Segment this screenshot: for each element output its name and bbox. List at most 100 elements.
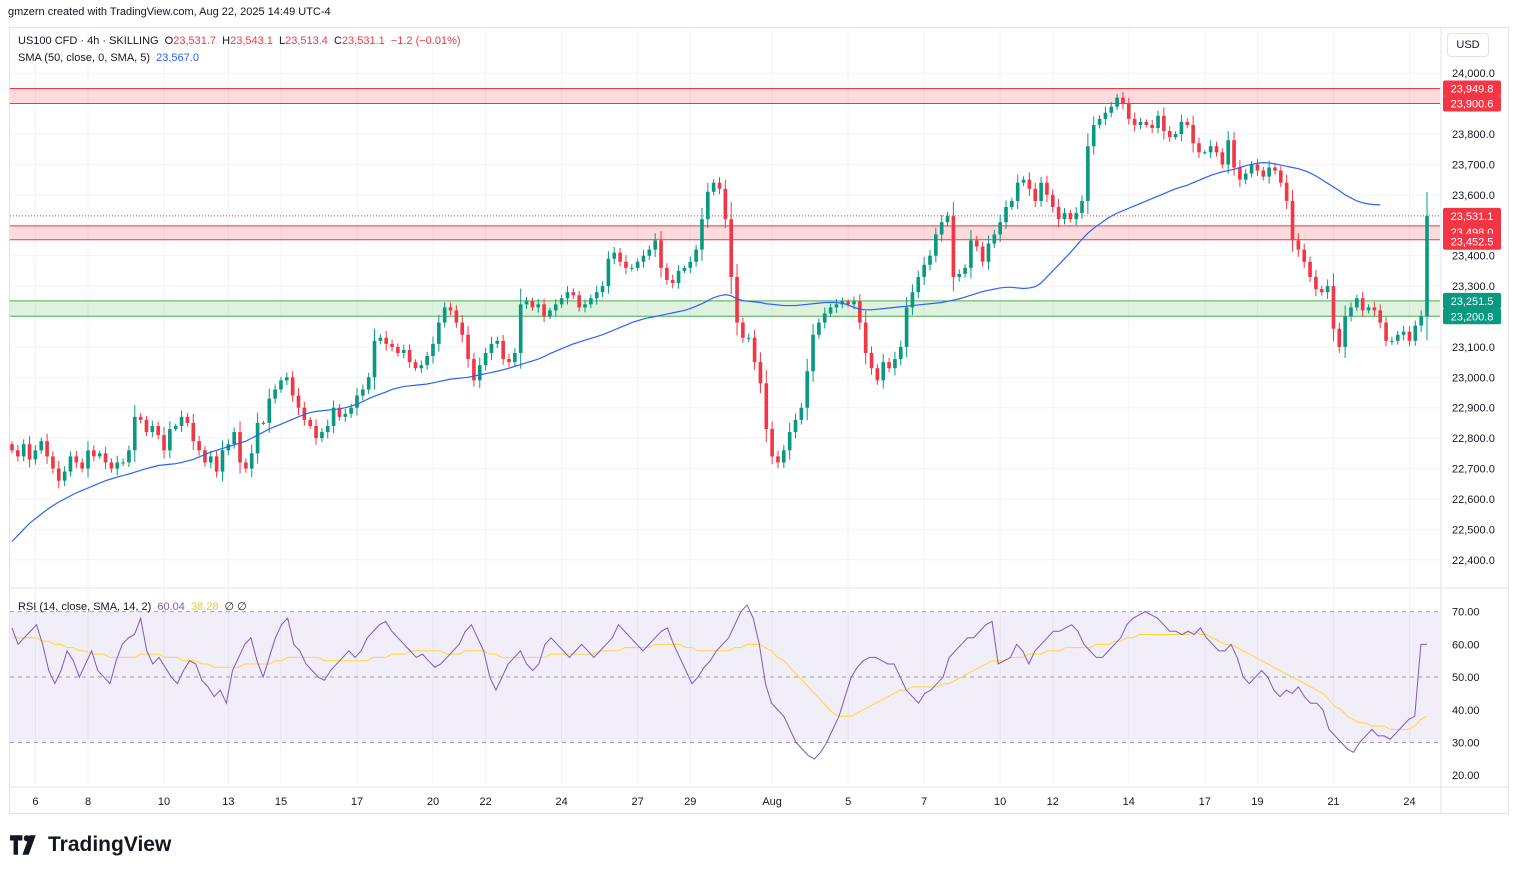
candle-body <box>998 222 1002 235</box>
candle-body <box>1279 170 1283 183</box>
candle-body <box>185 416 190 423</box>
candle-body <box>62 471 67 481</box>
candle-body <box>945 216 950 223</box>
candle-body <box>1015 182 1020 201</box>
candle-body <box>536 304 541 308</box>
rsi-pane <box>10 604 1440 760</box>
symbol-label[interactable]: US100 CFD · 4h · SKILLING <box>18 35 159 47</box>
candle-body <box>600 286 605 293</box>
candle-body <box>121 462 125 464</box>
candle-body <box>957 273 962 277</box>
candle-body <box>922 264 926 277</box>
candle-body <box>390 343 394 347</box>
candle-body <box>279 380 283 390</box>
sma-label[interactable]: SMA (50, close, 0, SMA, 5) <box>18 52 151 64</box>
candle-body <box>413 362 418 369</box>
candle-body <box>1314 276 1318 290</box>
candle-body <box>156 425 160 436</box>
candle-body <box>448 307 453 311</box>
time-tick-label: 17 <box>1199 796 1211 808</box>
candle-body <box>1349 307 1353 317</box>
rsi-tick-label: 30.00 <box>1452 737 1480 749</box>
candle-body <box>700 219 704 250</box>
candle-body <box>1103 112 1108 119</box>
candle-body <box>1050 194 1055 208</box>
candle-body <box>1243 173 1248 180</box>
candle-body <box>928 255 932 265</box>
candle-body <box>1097 118 1102 125</box>
price-tick-label: 22,600.0 <box>1452 494 1495 506</box>
candle-body <box>910 292 915 308</box>
candle-body <box>641 255 646 262</box>
candle-body <box>33 450 38 460</box>
candle-body <box>331 407 336 426</box>
candle-body <box>1384 322 1388 341</box>
resistance-zone <box>10 225 1440 240</box>
candle-body <box>460 322 465 335</box>
candle-body <box>1378 310 1383 323</box>
candle-body <box>711 182 716 192</box>
candle-body <box>97 453 102 457</box>
candle-body <box>776 456 780 463</box>
candle-body <box>799 407 804 420</box>
candle-body <box>670 280 675 284</box>
candle-body <box>1407 331 1412 341</box>
resistance-zone <box>10 88 1440 104</box>
candle-body <box>735 276 739 323</box>
time-tick-label: 6 <box>32 796 38 808</box>
rsi-legend: RSI (14, close, SMA, 14, 2) 60.04 38.28 … <box>18 600 250 613</box>
price-tick-label: 23,000.0 <box>1452 372 1495 384</box>
candle-body <box>1045 182 1049 195</box>
price-tick-label: 23,700.0 <box>1452 159 1495 171</box>
price-tick-label: 23,400.0 <box>1452 251 1495 263</box>
candle-body <box>1091 124 1096 147</box>
candle-body <box>466 334 470 360</box>
candle-body <box>1419 316 1423 326</box>
candle-body <box>1319 289 1324 293</box>
rsi-tick-label: 20.00 <box>1452 770 1480 782</box>
candle-body <box>723 188 728 220</box>
candle-body <box>817 322 821 335</box>
rsi-tick-label: 60.00 <box>1452 639 1480 651</box>
candle-body <box>51 456 55 469</box>
change-value: −1.2 (−0.01%) <box>390 35 461 47</box>
currency-button[interactable]: USD <box>1447 33 1489 57</box>
candle-body <box>1220 152 1225 165</box>
candle-body <box>1027 179 1032 189</box>
candle-body <box>1197 143 1201 153</box>
tradingview-logo[interactable]: TradingView <box>10 833 171 857</box>
candle-body <box>1080 200 1084 214</box>
candle-body <box>1068 213 1073 220</box>
price-tick-label: 22,400.0 <box>1452 555 1495 567</box>
candle-body <box>1302 249 1307 262</box>
price-tick-label: 23,800.0 <box>1452 129 1495 141</box>
sma-polyline <box>11 162 1381 542</box>
candle-body <box>1033 188 1038 201</box>
time-tick-label: 14 <box>1123 796 1135 808</box>
candle-body <box>565 292 570 299</box>
candle-body <box>992 234 997 244</box>
candle-body <box>1308 261 1312 277</box>
candle-body <box>314 425 318 439</box>
time-tick-label: 29 <box>684 796 696 808</box>
low-label: L <box>278 35 286 47</box>
candle-body <box>530 301 535 308</box>
candle-body <box>741 322 745 338</box>
price-labels: 23,949.823,900.623,531.102:10:3823,498.0… <box>1443 80 1501 325</box>
candle-body <box>343 413 348 417</box>
time-tick-label: 24 <box>1403 796 1415 808</box>
candle-body <box>378 337 383 341</box>
candle-body <box>1179 121 1184 135</box>
candle-body <box>893 359 897 369</box>
candle-body <box>477 365 482 381</box>
candle-body <box>805 371 810 408</box>
candle-body <box>787 432 792 451</box>
candle-body <box>431 343 435 357</box>
candle-body <box>770 429 774 457</box>
candle-body <box>951 216 956 277</box>
candle-body <box>1162 115 1166 132</box>
candle-body <box>881 362 886 381</box>
candle-body <box>846 301 850 305</box>
rsi-label[interactable]: RSI (14, close, SMA, 14, 2) <box>18 601 152 613</box>
